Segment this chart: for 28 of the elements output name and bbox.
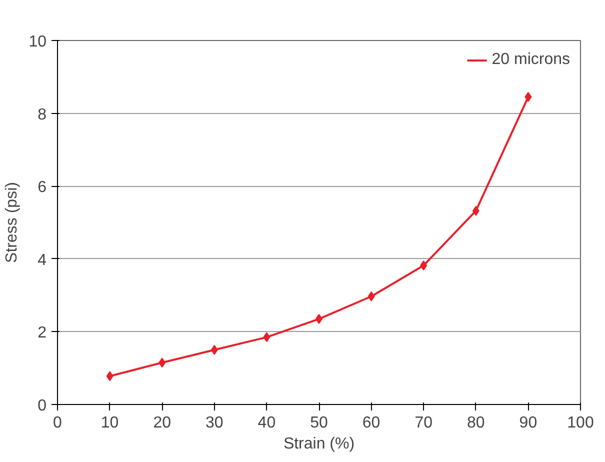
x-tick-label: 10 xyxy=(100,414,119,432)
x-tick-label: 30 xyxy=(206,414,224,432)
x-tick-label: 80 xyxy=(467,414,485,432)
x-tick-label: 60 xyxy=(362,414,380,432)
point xyxy=(106,371,114,382)
legend-label: 20 microns xyxy=(492,51,570,69)
y-tick-label: 6 xyxy=(38,179,47,196)
point xyxy=(263,332,270,342)
point xyxy=(158,358,166,368)
x-tick-label: 20 xyxy=(153,414,172,432)
x-tick-label: 90 xyxy=(519,414,538,432)
y-tick-label: 8 xyxy=(38,106,47,124)
x-tick-label: 50 xyxy=(310,414,328,432)
x-tick-label: 70 xyxy=(414,414,433,432)
y-tick-label: 2 xyxy=(38,324,47,342)
x-tick-label: 0 xyxy=(53,414,62,432)
point xyxy=(368,291,375,302)
y-tick-label: 0 xyxy=(38,398,47,414)
y-tick-label: 4 xyxy=(38,252,47,269)
x-tick-label: 100 xyxy=(567,414,594,432)
y-axis-title: Stress (psi) xyxy=(4,182,21,263)
y-tick-label: 10 xyxy=(28,34,47,50)
point xyxy=(472,206,480,216)
x-axis-title: Strain (%) xyxy=(283,436,355,452)
point xyxy=(524,92,532,102)
point xyxy=(210,344,218,355)
point xyxy=(420,260,428,270)
x-tick-label: 40 xyxy=(258,414,276,432)
